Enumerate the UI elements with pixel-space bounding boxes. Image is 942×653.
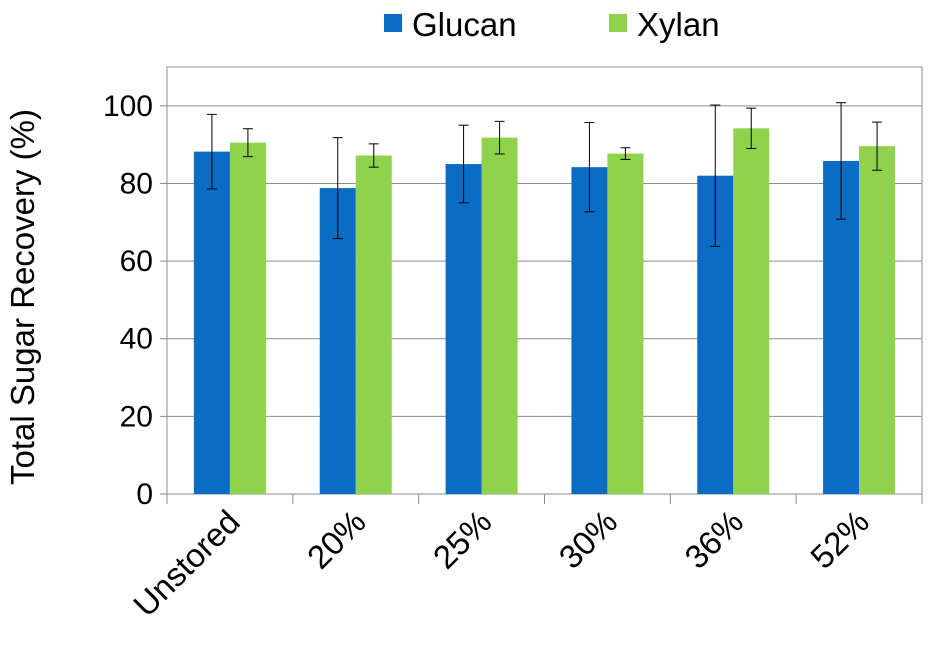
bar-xylan xyxy=(859,146,896,494)
y-tick-label: 80 xyxy=(120,167,153,200)
y-tick-label: 20 xyxy=(120,400,153,433)
bar-xylan xyxy=(481,137,518,494)
plot-area: 0 20 40 60 80 100 Unstored 20% 25% 30% 36% 52% xyxy=(103,66,923,624)
bar-glucan xyxy=(319,188,356,494)
y-tick-label: 40 xyxy=(120,323,153,356)
x-tick-label: 25% xyxy=(426,503,499,576)
y-tick-label: 60 xyxy=(120,245,153,278)
legend-label-xylan: Xylan xyxy=(637,6,720,43)
y-tick-label: 0 xyxy=(136,478,153,511)
legend-swatch-xylan xyxy=(609,14,627,32)
legend: Glucan Xylan xyxy=(384,6,720,43)
bar-glucan xyxy=(571,167,608,494)
bar-glucan xyxy=(193,151,230,494)
bar-xylan xyxy=(733,128,770,494)
x-tick-label: Unstored xyxy=(126,503,247,624)
y-tick-label: 100 xyxy=(103,90,153,123)
y-axis-title: Total Sugar Recovery (%) xyxy=(4,109,41,485)
x-tick-label: 36% xyxy=(677,503,750,576)
bar-xylan xyxy=(355,155,392,495)
x-tick-label: 30% xyxy=(551,503,624,576)
bar-xylan xyxy=(229,142,266,495)
bar-xylan xyxy=(607,153,644,494)
x-tick-label: 52% xyxy=(803,503,876,576)
plot-border xyxy=(166,66,923,495)
bar-glucan xyxy=(445,164,482,494)
x-tick-label: 20% xyxy=(300,503,373,576)
legend-swatch-glucan xyxy=(384,14,402,32)
legend-label-glucan: Glucan xyxy=(412,6,517,43)
